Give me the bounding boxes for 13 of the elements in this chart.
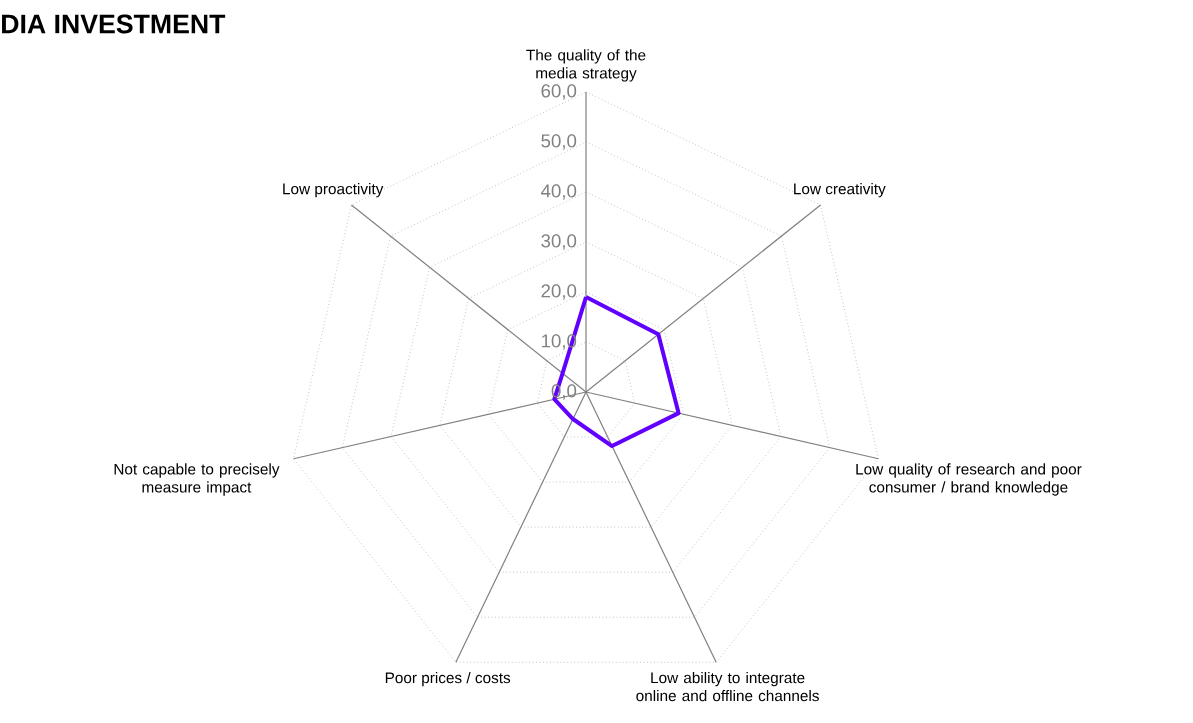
spoke-label: Poor prices / costs (385, 671, 511, 687)
y-tick-label: 40,0 (540, 184, 577, 200)
spoke-label: Low ability to integrate online and offline channels (636, 671, 819, 702)
chart-title: DIA INVESTMENT (2, 14, 226, 34)
y-tick-label: 50,0 (541, 134, 577, 150)
y-tick-label: 20,0 (541, 284, 577, 300)
spoke-label: Not capable to precisely measure impact (114, 463, 280, 496)
y-tick-label: 30,0 (541, 234, 577, 250)
spoke-label: Low proactivity (283, 183, 384, 198)
spoke-label: Low creativity (794, 183, 886, 198)
spoke-label: The quality of the media strategy (526, 49, 646, 82)
y-tick-label: 60,0 (541, 84, 577, 100)
spoke-label: Low quality of research and poor consumer / brand knowledge (856, 463, 1082, 496)
